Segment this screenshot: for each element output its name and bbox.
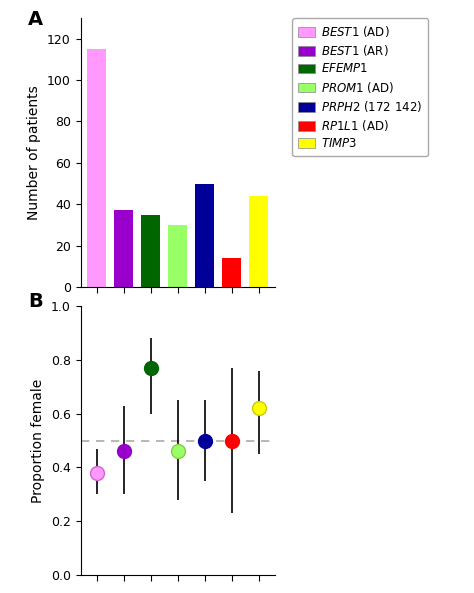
Y-axis label: Number of patients: Number of patients [27,85,41,220]
Point [255,403,263,413]
Bar [141,215,161,287]
Point [93,468,100,477]
Bar [168,225,187,287]
Bar [195,183,214,287]
Text: A: A [28,9,43,28]
Bar [87,49,107,287]
Bar [222,258,241,287]
Bar [114,211,134,287]
Y-axis label: Proportion female: Proportion female [31,378,46,503]
Point [147,363,155,372]
Bar [249,196,268,287]
Text: B: B [28,292,43,311]
Legend: $\it{BEST1}$ (AD), $\it{BEST1}$ (AR), $\it{EFEMP1}$, $\it{PROM1}$ (AD), $\it{PRP: $\it{BEST1}$ (AD), $\it{BEST1}$ (AR), $\… [292,18,428,156]
Point [228,436,236,445]
Point [174,447,182,456]
Point [120,447,128,456]
Point [201,436,209,445]
